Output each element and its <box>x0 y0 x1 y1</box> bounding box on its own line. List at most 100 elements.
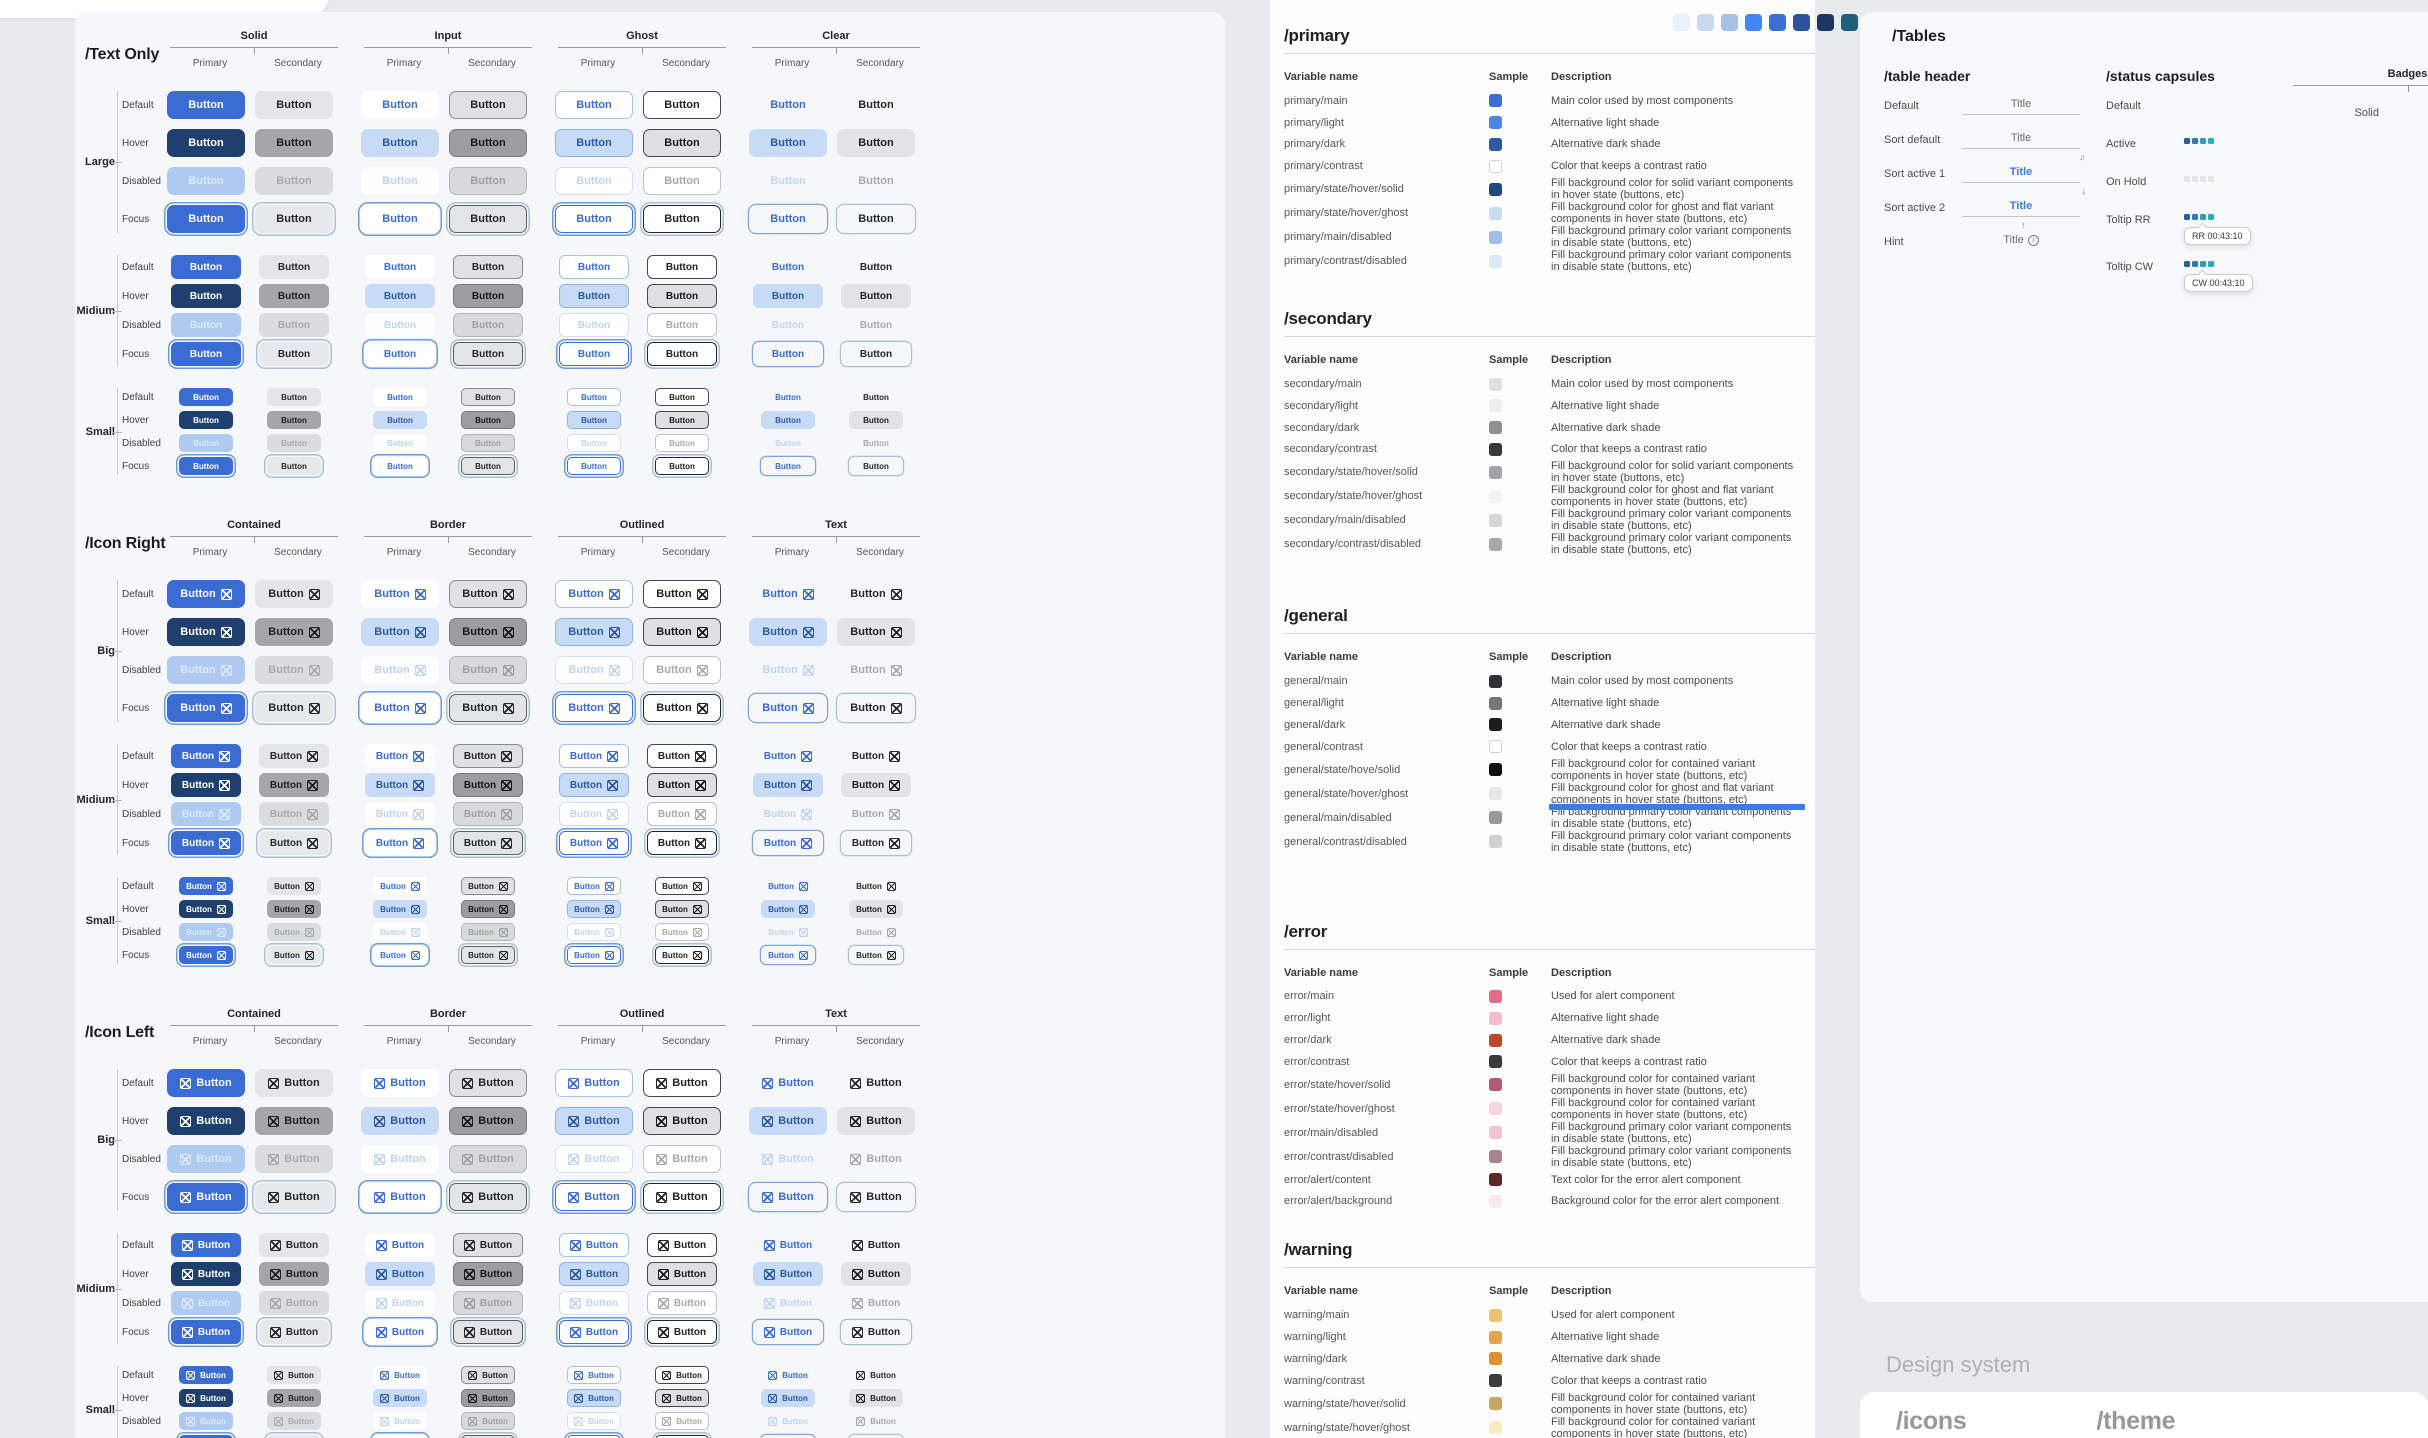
border-secondary-hover-button[interactable]: Button <box>453 773 523 797</box>
border-secondary-default-button[interactable]: Button <box>453 1233 523 1257</box>
ghost-secondary-focus-button[interactable]: Button <box>643 205 721 233</box>
clear-primary-disabled-button[interactable]: Button <box>753 313 823 337</box>
outlined-primary-disabled-button[interactable]: Button <box>555 1145 633 1173</box>
solid-secondary-default-button[interactable]: Button <box>267 388 321 406</box>
text-primary-default-button[interactable]: Button <box>749 580 827 608</box>
clear-primary-hover-button[interactable]: Button <box>753 284 823 308</box>
text-primary-hover-button[interactable]: Button <box>749 1107 827 1135</box>
border-secondary-hover-button[interactable]: Button <box>449 1107 527 1135</box>
text-primary-focus-button[interactable]: Button <box>753 1320 823 1344</box>
contained-secondary-focus-button[interactable]: Button <box>255 694 333 722</box>
solid-secondary-disabled-button[interactable]: Button <box>255 167 333 195</box>
solid-primary-hover-button[interactable]: Button <box>167 129 245 157</box>
contained-secondary-focus-button[interactable]: Button <box>259 831 329 855</box>
contained-primary-focus-button[interactable]: Button <box>179 1435 233 1438</box>
border-primary-hover-button[interactable]: Button <box>373 900 427 918</box>
border-primary-default-button[interactable]: Button <box>373 1366 427 1384</box>
text-secondary-disabled-button[interactable]: Button <box>849 923 903 941</box>
outlined-primary-hover-button[interactable]: Button <box>555 1107 633 1135</box>
solid-primary-focus-button[interactable]: Button <box>167 205 245 233</box>
outlined-secondary-hover-button[interactable]: Button <box>647 1262 717 1286</box>
contained-primary-focus-button[interactable]: Button <box>171 1320 241 1344</box>
text-secondary-default-button[interactable]: Button <box>849 877 903 895</box>
contained-secondary-hover-button[interactable]: Button <box>255 1107 333 1135</box>
input-secondary-hover-button[interactable]: Button <box>453 284 523 308</box>
text-secondary-focus-button[interactable]: Button <box>837 1183 915 1211</box>
text-primary-hover-button[interactable]: Button <box>749 618 827 646</box>
border-secondary-default-button[interactable]: Button <box>461 877 515 895</box>
ghost-secondary-focus-button[interactable]: Button <box>647 342 717 366</box>
solid-primary-hover-button[interactable]: Button <box>179 411 233 429</box>
clear-secondary-hover-button[interactable]: Button <box>841 284 911 308</box>
clear-primary-default-button[interactable]: Button <box>749 91 827 119</box>
input-secondary-disabled-button[interactable]: Button <box>453 313 523 337</box>
header-title-sample[interactable]: Title <box>2010 98 2032 110</box>
outlined-primary-focus-button[interactable]: Button <box>567 946 621 964</box>
contained-primary-default-button[interactable]: Button <box>179 1366 233 1384</box>
text-primary-hover-button[interactable]: Button <box>761 1389 815 1407</box>
outlined-secondary-disabled-button[interactable]: Button <box>655 923 709 941</box>
solid-secondary-focus-button[interactable]: Button <box>259 342 329 366</box>
outlined-primary-default-button[interactable]: Button <box>559 744 629 768</box>
contained-primary-hover-button[interactable]: Button <box>167 618 245 646</box>
contained-secondary-default-button[interactable]: Button <box>259 744 329 768</box>
contained-primary-hover-button[interactable]: Button <box>171 773 241 797</box>
design-system-frame-label[interactable]: Design system <box>1886 1352 2031 1377</box>
ghost-primary-disabled-button[interactable]: Button <box>567 434 621 452</box>
clear-secondary-disabled-button[interactable]: Button <box>841 313 911 337</box>
text-primary-hover-button[interactable]: Button <box>761 900 815 918</box>
contained-secondary-default-button[interactable]: Button <box>255 1069 333 1097</box>
outlined-secondary-focus-button[interactable]: Button <box>643 694 721 722</box>
outlined-secondary-hover-button[interactable]: Button <box>647 773 717 797</box>
text-secondary-focus-button[interactable]: Button <box>841 1320 911 1344</box>
solid-primary-hover-button[interactable]: Button <box>171 284 241 308</box>
outlined-primary-disabled-button[interactable]: Button <box>567 1412 621 1430</box>
text-secondary-hover-button[interactable]: Button <box>837 618 915 646</box>
outlined-secondary-default-button[interactable]: Button <box>643 580 721 608</box>
border-primary-disabled-button[interactable]: Button <box>373 1412 427 1430</box>
clear-primary-hover-button[interactable]: Button <box>761 411 815 429</box>
solid-secondary-hover-button[interactable]: Button <box>267 411 321 429</box>
contained-secondary-disabled-button[interactable]: Button <box>255 656 333 684</box>
contained-primary-disabled-button[interactable]: Button <box>167 656 245 684</box>
input-primary-focus-button[interactable]: Button <box>365 342 435 366</box>
solid-secondary-hover-button[interactable]: Button <box>255 129 333 157</box>
ghost-primary-focus-button[interactable]: Button <box>555 205 633 233</box>
text-primary-focus-button[interactable]: Button <box>761 946 815 964</box>
contained-primary-focus-button[interactable]: Button <box>167 694 245 722</box>
solid-primary-default-button[interactable]: Button <box>171 255 241 279</box>
outlined-secondary-hover-button[interactable]: Button <box>655 900 709 918</box>
input-primary-focus-button[interactable]: Button <box>373 457 427 475</box>
solid-primary-disabled-button[interactable]: Button <box>167 167 245 195</box>
outlined-primary-hover-button[interactable]: Button <box>555 618 633 646</box>
text-primary-hover-button[interactable]: Button <box>753 773 823 797</box>
contained-secondary-disabled-button[interactable]: Button <box>255 1145 333 1173</box>
contained-primary-disabled-button[interactable]: Button <box>179 1412 233 1430</box>
outlined-secondary-default-button[interactable]: Button <box>643 1069 721 1097</box>
border-primary-focus-button[interactable]: Button <box>365 831 435 855</box>
clear-secondary-default-button[interactable]: Button <box>837 91 915 119</box>
text-secondary-default-button[interactable]: Button <box>837 580 915 608</box>
outlined-primary-focus-button[interactable]: Button <box>555 694 633 722</box>
ghost-secondary-hover-button[interactable]: Button <box>655 411 709 429</box>
border-secondary-disabled-button[interactable]: Button <box>461 923 515 941</box>
outlined-primary-default-button[interactable]: Button <box>555 580 633 608</box>
header-title-sample[interactable]: Title <box>2009 166 2033 178</box>
border-secondary-default-button[interactable]: Button <box>461 1366 515 1384</box>
clear-primary-disabled-button[interactable]: Button <box>749 167 827 195</box>
contained-primary-hover-button[interactable]: Button <box>179 1389 233 1407</box>
border-primary-hover-button[interactable]: Button <box>361 618 439 646</box>
contained-primary-focus-button[interactable]: Button <box>179 946 233 964</box>
border-secondary-default-button[interactable]: Button <box>453 744 523 768</box>
ghost-primary-default-button[interactable]: Button <box>555 91 633 119</box>
outlined-secondary-focus-button[interactable]: Button <box>647 831 717 855</box>
input-primary-disabled-button[interactable]: Button <box>365 313 435 337</box>
outlined-primary-default-button[interactable]: Button <box>559 1233 629 1257</box>
input-primary-default-button[interactable]: Button <box>361 91 439 119</box>
border-secondary-focus-button[interactable]: Button <box>461 946 515 964</box>
input-secondary-hover-button[interactable]: Button <box>461 411 515 429</box>
text-secondary-focus-button[interactable]: Button <box>837 694 915 722</box>
ghost-secondary-disabled-button[interactable]: Button <box>643 167 721 195</box>
border-primary-disabled-button[interactable]: Button <box>361 1145 439 1173</box>
text-primary-focus-button[interactable]: Button <box>749 694 827 722</box>
